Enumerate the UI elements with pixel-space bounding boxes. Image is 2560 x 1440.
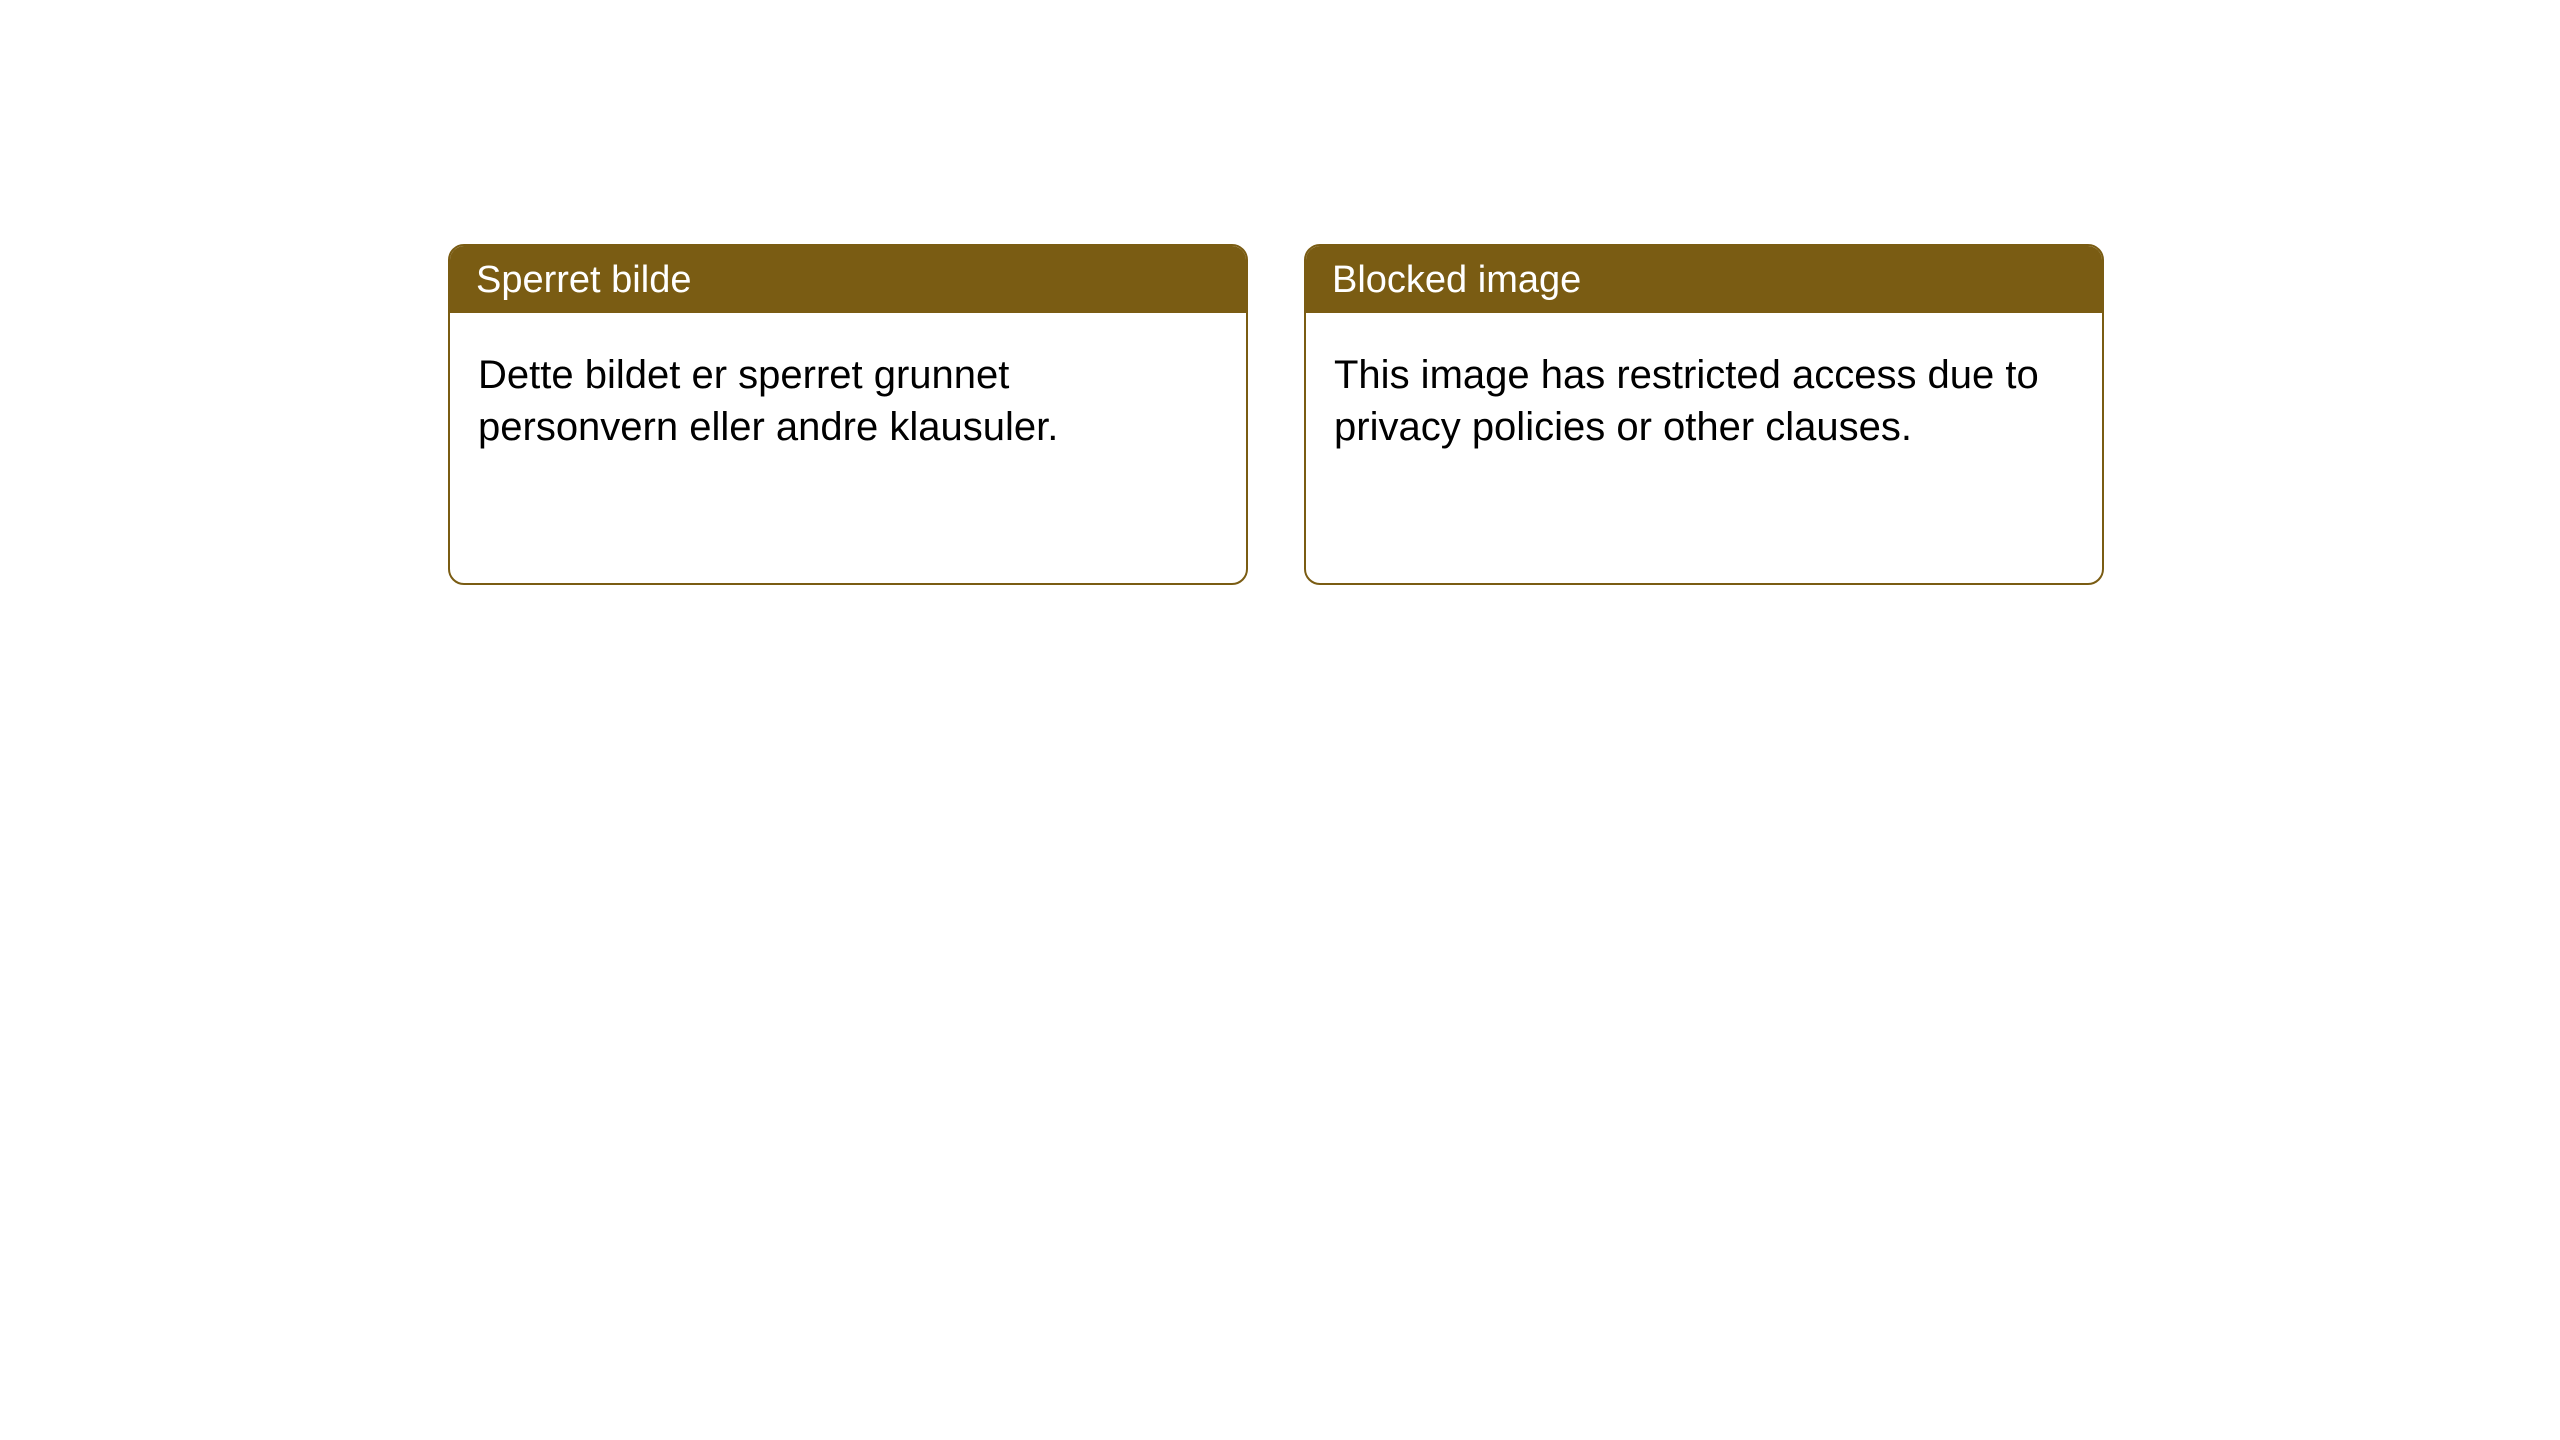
notice-card-english: Blocked image This image has restricted … [1304,244,2104,585]
card-title: Blocked image [1332,259,1581,301]
card-body: This image has restricted access due to … [1306,313,2102,583]
card-header: Blocked image [1306,246,2102,313]
notice-cards-container: Sperret bilde Dette bildet er sperret gr… [448,244,2560,585]
card-header: Sperret bilde [450,246,1246,313]
card-body-text: Dette bildet er sperret grunnet personve… [478,353,1058,449]
card-body: Dette bildet er sperret grunnet personve… [450,313,1246,583]
card-body-text: This image has restricted access due to … [1334,353,2039,449]
notice-card-norwegian: Sperret bilde Dette bildet er sperret gr… [448,244,1248,585]
card-title: Sperret bilde [476,259,691,301]
